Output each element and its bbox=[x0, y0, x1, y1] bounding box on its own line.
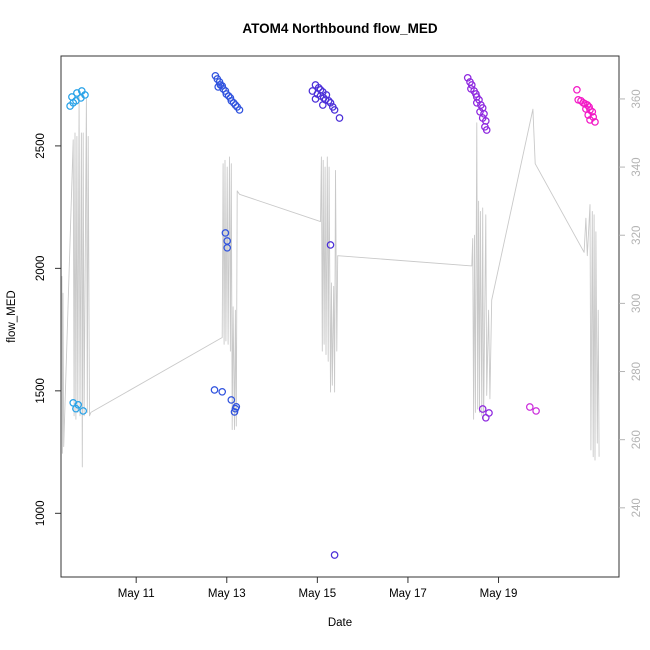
data-point-group-may15 bbox=[330, 551, 339, 559]
y-left-tick-label: 2500 bbox=[35, 133, 47, 159]
data-point-group-may15 bbox=[311, 95, 320, 103]
data-point-group-may13 bbox=[227, 396, 236, 404]
y-axis-title: flow_MED bbox=[6, 290, 18, 342]
data-point-group-may18 bbox=[463, 73, 472, 82]
y-left-tick-label: 1500 bbox=[35, 378, 47, 404]
data-point-group-may13 bbox=[222, 90, 231, 98]
y-left-tick-label: 2000 bbox=[35, 256, 47, 282]
data-point-group-may13 bbox=[231, 101, 240, 109]
chart-title: ATOM4 Northbound flow_MED bbox=[242, 21, 437, 36]
x-tick-label: May 19 bbox=[480, 588, 518, 600]
data-point-group-may19-pair bbox=[525, 403, 534, 411]
data-point-group-may13 bbox=[221, 229, 230, 237]
x-tick-label: May 11 bbox=[118, 588, 155, 600]
data-point-group-may18 bbox=[481, 413, 490, 422]
data-point-group-may13 bbox=[231, 404, 240, 413]
data-point-group-may15 bbox=[308, 87, 317, 95]
data-point-group-may15 bbox=[326, 241, 335, 249]
y-right-tick-label: 300 bbox=[631, 294, 643, 313]
data-point-group-may10 bbox=[74, 400, 83, 409]
y-right-tick-label: 320 bbox=[631, 226, 643, 245]
data-point-group-may13 bbox=[223, 243, 232, 252]
data-point-group-may13 bbox=[218, 387, 227, 396]
data-point-group-may10 bbox=[81, 91, 89, 99]
data-point-group-may15 bbox=[326, 98, 335, 107]
data-point-group-may15 bbox=[335, 114, 344, 122]
data-point-group-may18 bbox=[476, 107, 484, 116]
data-point-group-may18 bbox=[478, 405, 487, 413]
y-right-tick-label: 240 bbox=[631, 498, 643, 517]
data-point-group-may21 bbox=[573, 85, 581, 94]
data-point-group-may19-pair bbox=[532, 407, 540, 415]
data-point-group-may21 bbox=[586, 106, 594, 114]
x-tick-label: May 13 bbox=[208, 588, 246, 600]
data-point-group-may10 bbox=[79, 407, 88, 415]
plot-box bbox=[60, 55, 620, 578]
data-point-group-may18 bbox=[480, 109, 488, 118]
y-right-tick-label: 340 bbox=[631, 157, 643, 176]
data-point-group-may10 bbox=[73, 89, 81, 97]
data-point-group-may21 bbox=[584, 111, 593, 119]
y-right-tick-label: 360 bbox=[631, 89, 643, 108]
y-left-tick-label: 1000 bbox=[35, 501, 47, 527]
x-tick-label: May 17 bbox=[389, 588, 427, 600]
data-point-group-may15 bbox=[324, 96, 333, 105]
data-point-group-may13 bbox=[227, 96, 236, 105]
x-tick-label: May 15 bbox=[298, 588, 336, 600]
data-point-group-may13 bbox=[230, 408, 239, 416]
trend-line bbox=[61, 95, 600, 468]
y-right-tick-label: 260 bbox=[631, 430, 643, 449]
data-point-group-may21 bbox=[586, 116, 594, 124]
y-right-tick-label: 280 bbox=[631, 362, 643, 381]
data-point-group-may10 bbox=[72, 404, 80, 413]
data-point-group-may10 bbox=[66, 102, 74, 110]
data-point-group-may13 bbox=[214, 83, 223, 91]
data-point-group-may13 bbox=[235, 106, 244, 114]
data-point-group-may15 bbox=[318, 101, 327, 109]
data-point-group-may15 bbox=[330, 106, 339, 114]
data-point-group-may21 bbox=[591, 118, 599, 126]
x-axis-title: Date bbox=[328, 617, 352, 629]
data-point-group-may18 bbox=[472, 98, 481, 107]
data-point-group-may18 bbox=[482, 126, 491, 134]
data-point-group-may13 bbox=[210, 386, 219, 394]
